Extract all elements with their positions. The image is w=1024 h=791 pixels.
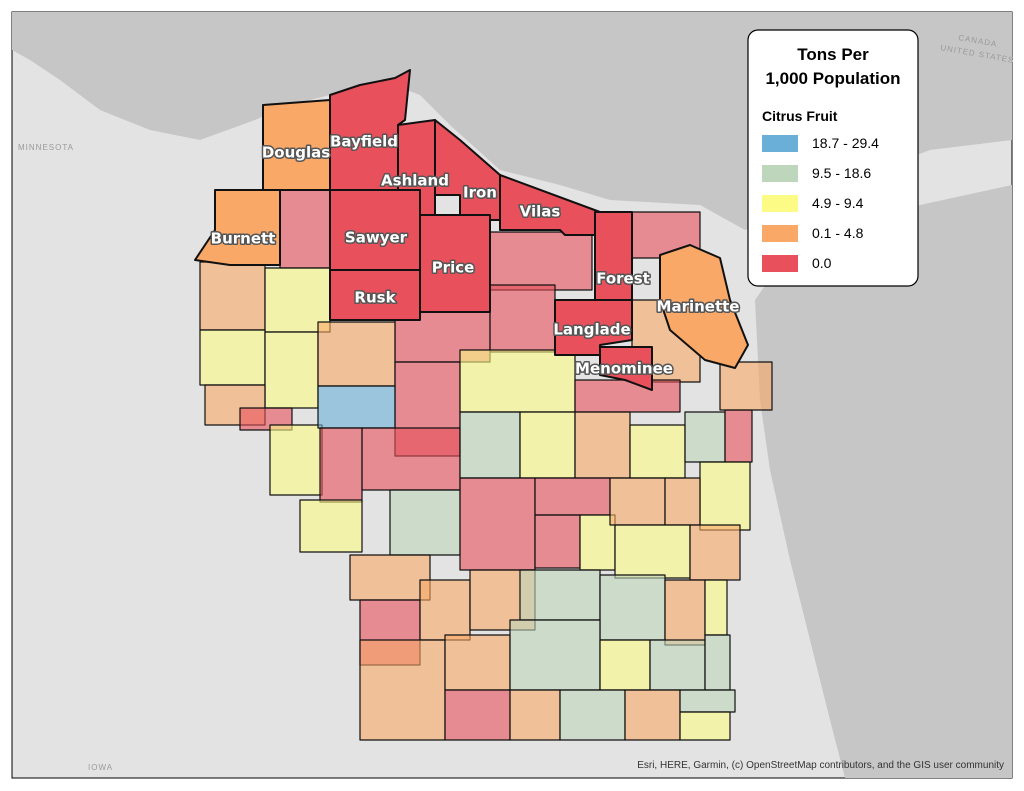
legend-swatch <box>762 165 798 182</box>
county <box>704 634 731 691</box>
county-label: Bayfield <box>330 133 398 151</box>
legend-label: 0.0 <box>812 255 832 271</box>
county <box>199 261 266 331</box>
county <box>519 411 576 479</box>
legend-label: 9.5 - 18.6 <box>812 165 871 181</box>
county <box>317 321 396 387</box>
county <box>534 514 581 569</box>
county <box>199 329 266 386</box>
county <box>664 477 701 526</box>
county <box>699 461 751 531</box>
county-label: Vilas <box>520 203 561 221</box>
county <box>349 554 431 601</box>
county <box>279 189 331 269</box>
legend: Tons Per 1,000 Population Citrus Fruit 1… <box>747 29 919 287</box>
county-label: Douglas <box>262 144 330 162</box>
county-label: Ashland <box>381 172 449 190</box>
county <box>704 579 728 636</box>
county <box>534 477 611 516</box>
county-label: Menominee <box>575 360 673 378</box>
county <box>684 411 726 463</box>
legend-swatch <box>762 255 798 272</box>
county <box>599 574 666 641</box>
county <box>389 489 461 556</box>
county <box>459 477 536 571</box>
county <box>664 579 706 646</box>
legend-swatch <box>762 225 798 242</box>
legend-title: Tons Per <box>797 45 869 64</box>
county <box>489 231 593 291</box>
legend-label: 0.1 - 4.8 <box>812 225 864 241</box>
county <box>264 331 319 409</box>
legend-label: 4.9 - 9.4 <box>812 195 864 211</box>
lake-michigan <box>755 185 1012 778</box>
county <box>444 634 511 691</box>
county <box>624 689 681 741</box>
county <box>359 639 446 741</box>
county <box>361 427 461 491</box>
county <box>574 379 681 413</box>
county <box>194 189 281 266</box>
county <box>509 689 561 741</box>
county <box>489 284 556 353</box>
county <box>317 385 396 429</box>
county <box>329 269 421 321</box>
legend-subtitle: Citrus Fruit <box>762 108 838 124</box>
legend-swatch <box>762 135 798 152</box>
county <box>299 499 363 553</box>
county <box>659 244 749 369</box>
county <box>724 409 753 463</box>
state-label: IOWA <box>88 763 113 772</box>
county <box>689 524 741 581</box>
county <box>519 569 601 621</box>
county <box>614 524 691 579</box>
legend-title: 1,000 Population <box>765 69 900 88</box>
county <box>319 427 363 503</box>
county <box>269 424 323 496</box>
attribution: Esri, HERE, Garmin, (c) OpenStreetMap co… <box>637 760 1004 771</box>
state-label: MINNESOTA <box>18 143 74 152</box>
county-label: Marinette <box>657 298 740 316</box>
county-label: Price <box>432 259 475 277</box>
county <box>444 689 511 741</box>
county <box>599 346 653 391</box>
county <box>679 689 736 713</box>
county <box>679 711 731 741</box>
county <box>599 639 651 691</box>
legend-box <box>747 29 919 287</box>
county <box>459 411 521 479</box>
county <box>459 349 576 413</box>
county <box>509 619 601 691</box>
county-label: Langlade <box>553 321 630 339</box>
county-label: Forest <box>596 270 650 288</box>
county <box>419 579 471 641</box>
legend-label: 18.7 - 29.4 <box>812 135 879 151</box>
county <box>719 361 773 411</box>
county <box>609 477 666 526</box>
county <box>649 639 706 691</box>
legend-swatch <box>762 195 798 212</box>
county <box>629 424 686 479</box>
county <box>554 299 633 356</box>
county <box>559 689 626 741</box>
county-label: Rusk <box>354 289 396 307</box>
county <box>574 411 631 479</box>
county-label: Iron <box>463 184 497 202</box>
county-label: Sawyer <box>345 229 408 247</box>
county-label: Burnett <box>211 230 276 248</box>
